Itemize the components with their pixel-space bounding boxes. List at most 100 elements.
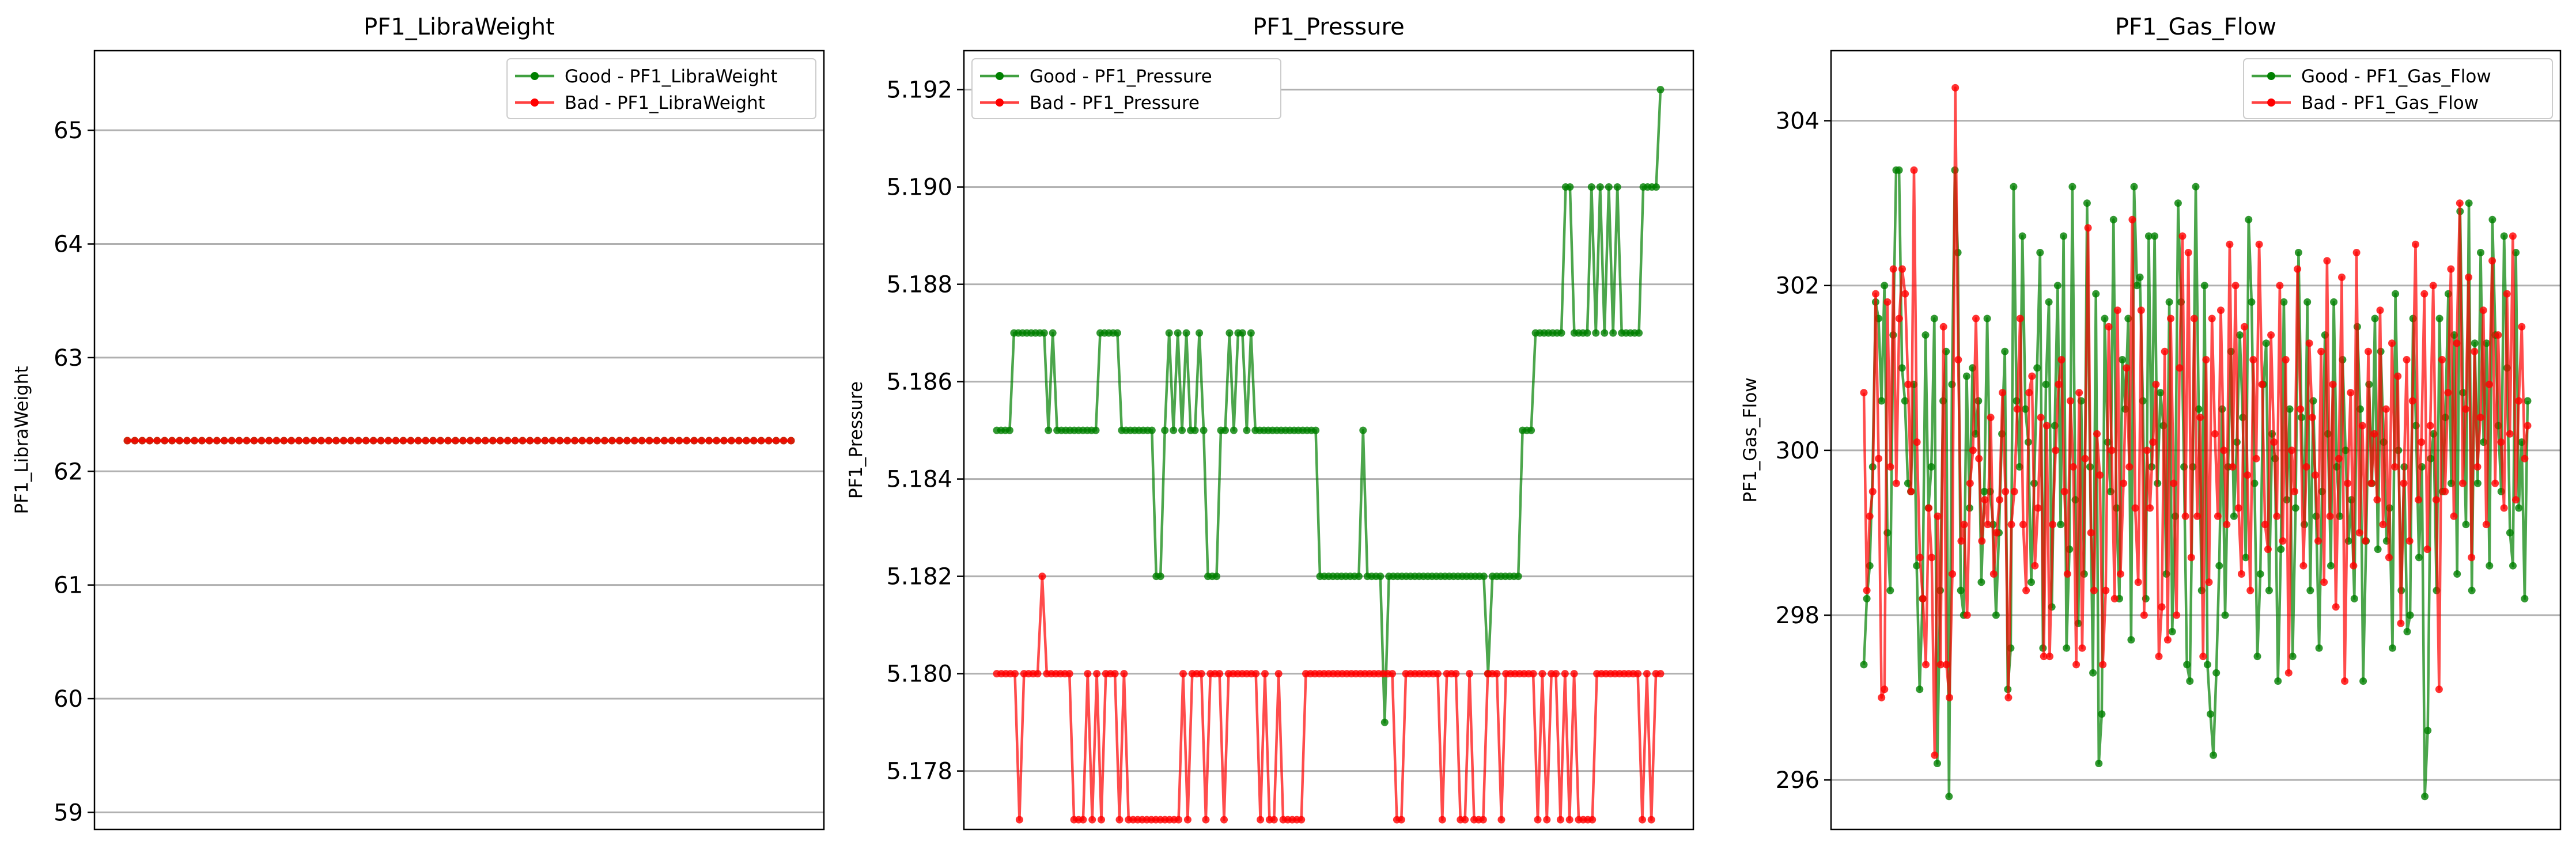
data-point (2444, 389, 2452, 397)
data-point (2034, 504, 2042, 512)
data-point (2231, 282, 2240, 290)
data-point (578, 437, 587, 445)
legend: Good - PF1_Pressure Bad - PF1_Pressure (971, 58, 1281, 119)
data-point (2462, 405, 2469, 413)
data-point (2323, 257, 2331, 265)
data-point (2246, 586, 2255, 594)
data-point (2192, 183, 2200, 191)
data-point (1931, 751, 1939, 759)
data-point (1989, 570, 1998, 578)
data-point (2503, 290, 2511, 298)
data-point (2133, 282, 2141, 290)
data-point (1247, 329, 1255, 337)
y-tick-label: 62 (54, 458, 83, 485)
series-bad (993, 573, 1665, 824)
data-point (1538, 670, 1546, 678)
data-point (2208, 314, 2216, 323)
data-point (2405, 537, 2414, 545)
data-point (2388, 339, 2396, 347)
data-point (1999, 389, 2007, 397)
data-point (2518, 323, 2526, 331)
data-point (1557, 329, 1565, 337)
data-point (1312, 426, 1320, 434)
y-tick-label: 5.178 (886, 759, 952, 785)
data-point (2314, 537, 2322, 545)
data-point (2165, 298, 2173, 306)
data-point (2509, 232, 2517, 240)
data-point (1514, 573, 1522, 581)
data-point (2465, 273, 2473, 281)
data-point (2400, 479, 2408, 487)
data-point (339, 437, 347, 445)
data-point (2075, 389, 2083, 397)
data-point (2521, 594, 2529, 602)
data-point (2081, 454, 2089, 463)
data-point (2063, 644, 2071, 652)
data-point (2078, 644, 2086, 652)
data-point (369, 437, 377, 445)
legend-entry-good: Good - PF1_Gas_Flow (2252, 66, 2491, 87)
data-point (183, 437, 191, 445)
data-point (2524, 397, 2532, 405)
data-point (1243, 426, 1251, 434)
data-point (2253, 653, 2261, 661)
data-point (2435, 685, 2443, 693)
data-point (1886, 463, 1894, 471)
data-point (2170, 479, 2178, 487)
data-point (1875, 454, 1883, 463)
data-point (2320, 578, 2328, 586)
data-point (2347, 389, 2355, 397)
data-point (1529, 670, 1537, 678)
data-point (1960, 521, 1968, 529)
data-point (1182, 329, 1190, 337)
data-point (2063, 570, 2071, 578)
data-point (2155, 653, 2163, 661)
data-point (2174, 199, 2182, 207)
data-point (1230, 426, 1238, 434)
data-point (713, 437, 721, 445)
data-point (1596, 183, 1604, 191)
data-point (2524, 422, 2532, 430)
data-point (772, 437, 780, 445)
series-lines (1860, 84, 2532, 801)
data-point (2412, 240, 2419, 248)
data-point (1161, 426, 1169, 434)
data-point (2509, 562, 2517, 570)
data-point (534, 437, 542, 445)
data-point (2101, 314, 2109, 323)
grid-lines (94, 129, 824, 813)
data-point (288, 437, 296, 445)
data-point (1552, 670, 1560, 678)
data-point (2010, 487, 2018, 495)
data-point (1587, 183, 1595, 191)
data-point (1088, 816, 1096, 824)
data-point (2382, 405, 2390, 413)
data-point (1992, 611, 2000, 619)
data-point (2205, 578, 2213, 586)
series-line (1862, 86, 2529, 757)
data-point (2212, 669, 2221, 677)
data-point (1225, 329, 1234, 337)
data-point (2016, 314, 2024, 323)
data-point (1987, 414, 1995, 422)
data-point (1898, 364, 1906, 372)
data-point (2113, 306, 2121, 314)
data-point (1257, 816, 1265, 824)
data-point (1178, 426, 1186, 434)
data-point (623, 437, 631, 445)
data-point (2494, 331, 2502, 339)
data-point (675, 437, 683, 445)
data-point (2001, 347, 2009, 355)
data-point (235, 437, 243, 445)
data-point (2027, 578, 2035, 586)
data-point (1889, 265, 1897, 273)
data-point (1397, 816, 1405, 824)
data-point (2242, 554, 2250, 562)
data-point (1588, 816, 1597, 824)
data-point (2255, 240, 2263, 248)
data-point (1098, 816, 1105, 824)
data-point (138, 437, 146, 445)
y-tick-label: 5.190 (886, 175, 952, 201)
data-point (2131, 504, 2139, 512)
data-point (325, 437, 332, 445)
